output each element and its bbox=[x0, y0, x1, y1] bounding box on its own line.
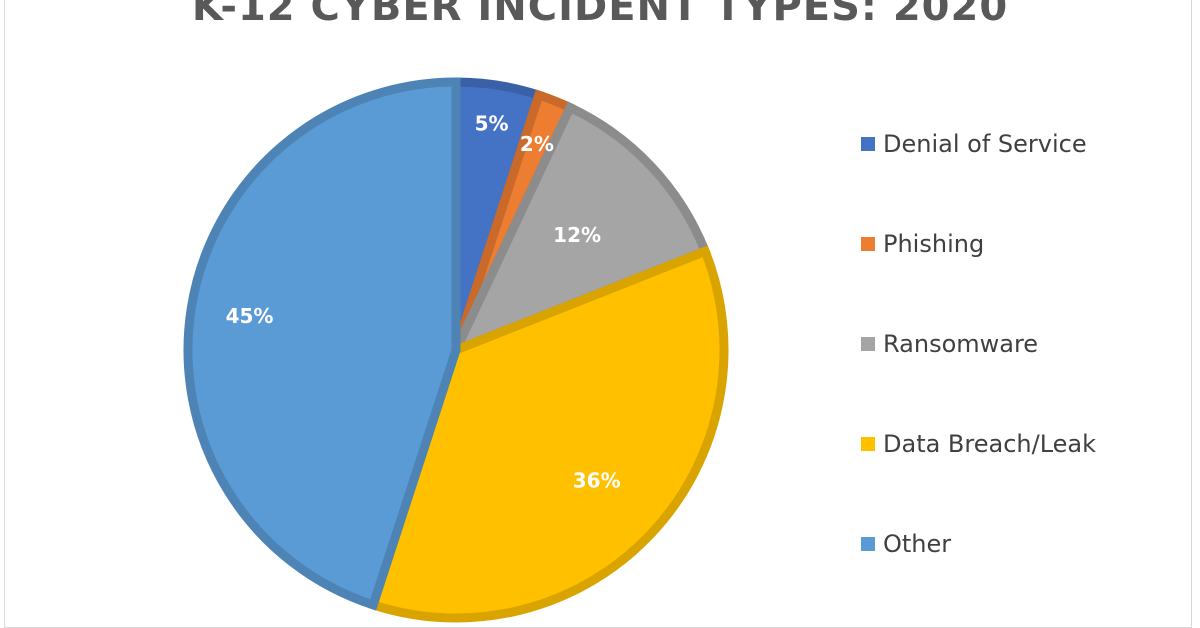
legend-label: Data Breach/Leak bbox=[883, 430, 1097, 458]
chart-legend: Denial of Service Phishing Ransomware Da… bbox=[861, 125, 1181, 625]
slice-data-label: 45% bbox=[226, 304, 274, 328]
slice-data-label: 5% bbox=[475, 112, 509, 136]
legend-item-ransomware: Ransomware bbox=[861, 325, 1181, 425]
legend-label: Denial of Service bbox=[883, 130, 1087, 158]
slice-data-label: 12% bbox=[553, 223, 601, 247]
pie-slice-data-breach-leak bbox=[367, 245, 729, 623]
legend-item-other: Other bbox=[861, 525, 1181, 625]
legend-label: Other bbox=[883, 530, 952, 558]
legend-swatch bbox=[861, 337, 875, 351]
legend-swatch bbox=[861, 137, 875, 151]
legend-swatch bbox=[861, 237, 875, 251]
slice-data-label: 2% bbox=[520, 132, 554, 156]
legend-label: Ransomware bbox=[883, 330, 1039, 358]
legend-item-data-breach-leak: Data Breach/Leak bbox=[861, 425, 1181, 525]
legend-swatch bbox=[861, 537, 875, 551]
chart-title: K-12 CYBER INCIDENT TYPES: 2020 bbox=[191, 0, 1009, 30]
legend-item-phishing: Phishing bbox=[861, 225, 1181, 325]
slice-data-label: 36% bbox=[573, 469, 621, 493]
legend-swatch bbox=[861, 437, 875, 451]
pie-slice-other bbox=[183, 77, 461, 611]
legend-item-denial-of-service: Denial of Service bbox=[861, 125, 1181, 225]
pie-slice-ransomware bbox=[447, 101, 712, 359]
legend-label: Phishing bbox=[883, 230, 985, 258]
